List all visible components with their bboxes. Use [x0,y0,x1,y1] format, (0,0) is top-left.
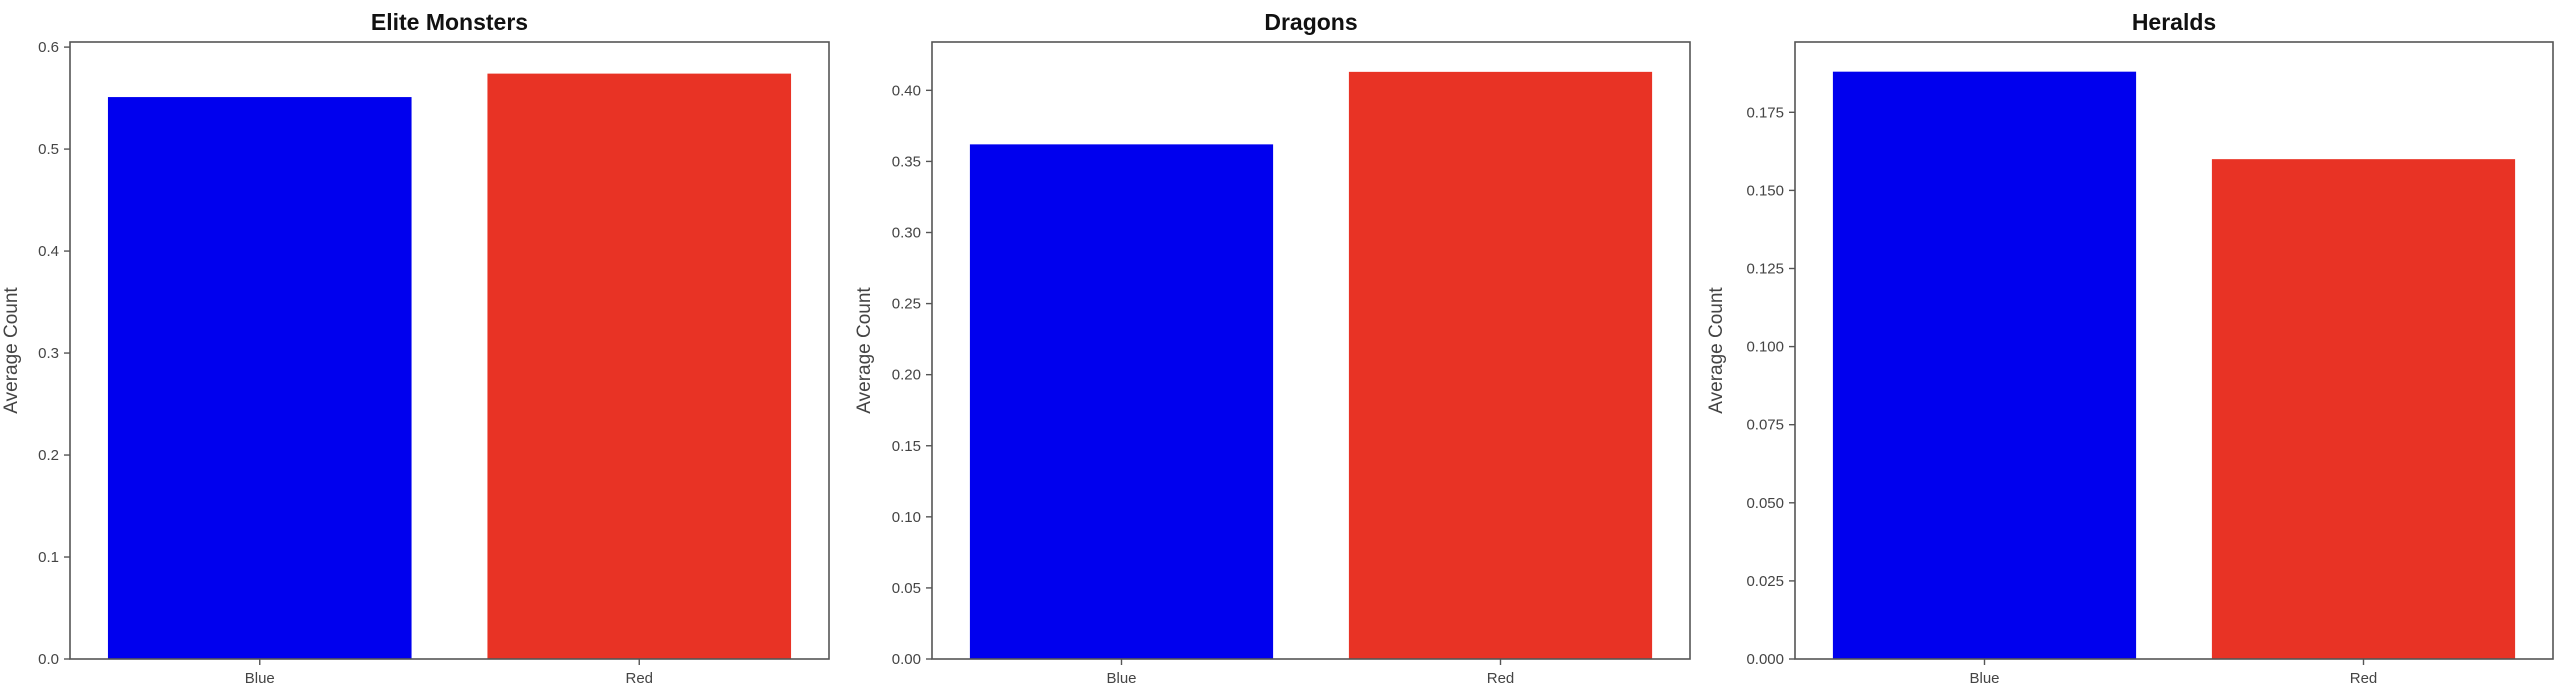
y-tick-label: 0.025 [1746,573,1784,590]
y-tick-label: 0.0 [38,651,59,668]
x-tick-label: Red [1487,670,1515,687]
y-tick-label: 0.150 [1746,182,1784,199]
y-axis-label: Average Count [1706,287,1727,414]
y-tick-label: 0.000 [1746,651,1784,668]
y-tick-label: 0.100 [1746,339,1784,356]
plot-frame [1794,41,2554,660]
y-tick-label: 0.40 [892,82,921,99]
y-tick-label: 0.10 [892,509,921,526]
y-tick-label: 0.3 [38,345,59,362]
y-tick-label: 0.175 [1746,104,1784,121]
y-tick-label: 0.2 [38,447,59,464]
chart-panel: Blue Red 0.000 0.025 0.050 0.075 0.100 0.125 0.1… [1706,9,2554,687]
y-tick-label: 0.075 [1746,417,1784,434]
y-tick-label: 0.15 [892,438,921,455]
chart-title: Elite Monsters [371,9,528,35]
bar-blue [107,97,412,660]
chart-title: Heralds [2132,9,2216,35]
x-tick-label: Blue [245,670,275,687]
y-tick-label: 0.20 [892,367,921,384]
bar-blue [969,144,1274,660]
x-tick-label: Blue [1969,670,1999,687]
plot-frame [931,41,1691,660]
y-tick-label: 0.6 [38,39,59,56]
chart-title: Dragons [1264,9,1357,35]
x-tick-label: Red [625,670,653,687]
plot-frame [69,41,830,660]
y-axis-label: Average Count [1,287,22,414]
bar-blue [1832,71,2137,660]
y-tick-label: 0.5 [38,141,59,158]
y-tick-label: 0.30 [892,225,921,242]
bar-red [487,73,792,660]
y-tick-label: 0.050 [1746,495,1784,512]
y-tick-label: 0.25 [892,296,921,313]
y-tick-label: 0.00 [892,651,921,668]
y-tick-label: 0.1 [38,549,59,566]
y-tick-label: 0.4 [38,243,59,260]
chart-panel: Blue Red 0.00 0.05 0.10 0.15 0.20 0.25 0.30 0.35 0… [854,9,1691,687]
chart-panel: Blue Red 0.0 0.1 0.2 0.3 0.4 0.5 0.6 Elite Monste… [1,9,830,687]
y-axis-label: Average Count [854,287,875,414]
y-tick-label: 0.35 [892,153,921,170]
y-tick-label: 0.05 [892,580,921,597]
bar-red [2211,159,2516,659]
bar-red [1348,71,1653,659]
x-tick-label: Red [2350,670,2378,687]
y-tick-label: 0.125 [1746,260,1784,277]
x-tick-label: Blue [1106,670,1136,687]
